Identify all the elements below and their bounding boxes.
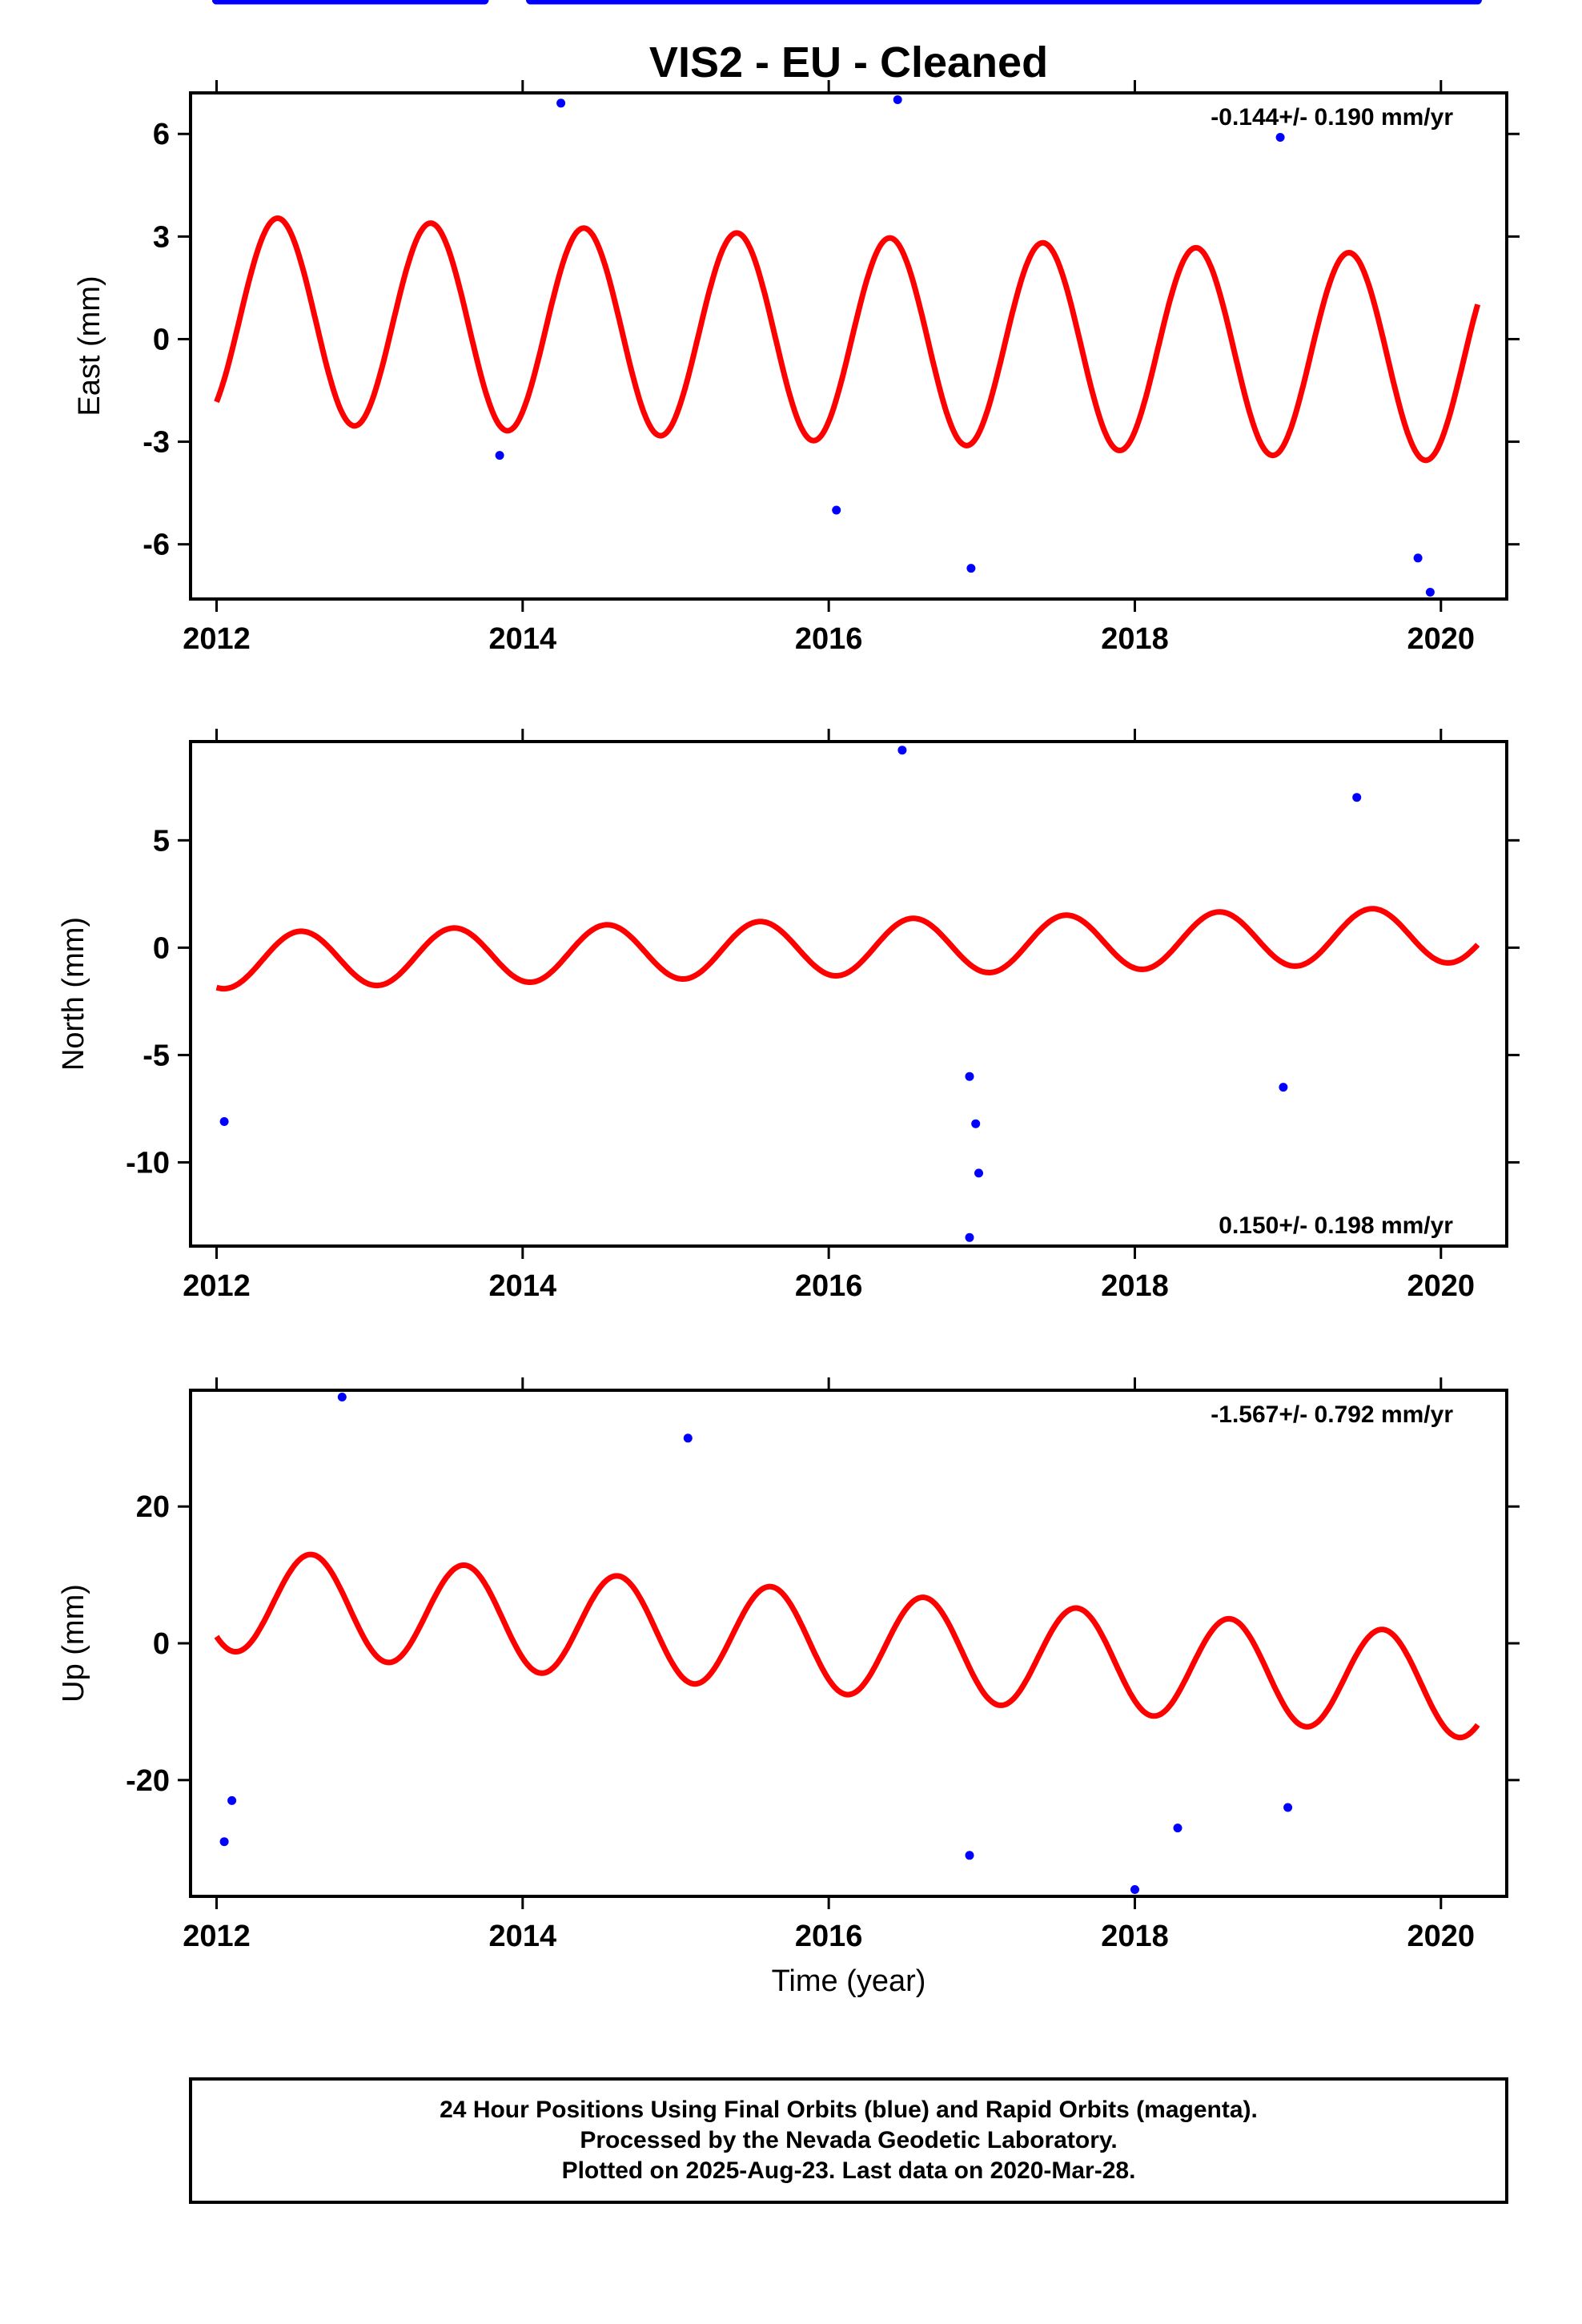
outlier-point [1426,588,1435,597]
outlier-point [496,451,504,460]
x-tick-label: 2012 [183,622,251,656]
outlier-point [832,506,841,515]
outlier-point [893,95,902,104]
x-tick-label: 2016 [795,622,863,656]
outlier-point [1414,553,1423,562]
x-tick-label: 2014 [489,622,557,656]
figure-title: VIS2 - EU - Cleaned [649,38,1048,86]
east-axis-ticks: 2012 2014 2016 2018 2020 6 3 0 -3 -6 [143,80,1520,656]
outlier-point [1276,133,1285,142]
x-tick-label: 2018 [1101,622,1169,656]
x-tick-label: 2020 [1407,622,1476,656]
east-rate-label: -0.144+/- 0.190 mm/yr [1211,104,1453,131]
y-tick-label: -3 [143,426,170,460]
outlier-point [556,99,565,107]
east-y-axis-label: East (mm) [73,275,106,416]
y-tick-label: -6 [143,529,170,562]
north-data-points [212,0,1482,1242]
y-tick-label: 6 [153,118,170,151]
outlier-point [966,564,975,573]
y-tick-label: 3 [153,220,170,254]
east-panel: 2012 2014 2016 2018 2020 6 3 0 -3 -6 East (mm) -0… [73,0,1520,656]
east-model-curve [217,219,1478,460]
y-tick-label: 0 [153,323,170,356]
east-data-points [212,0,1482,597]
